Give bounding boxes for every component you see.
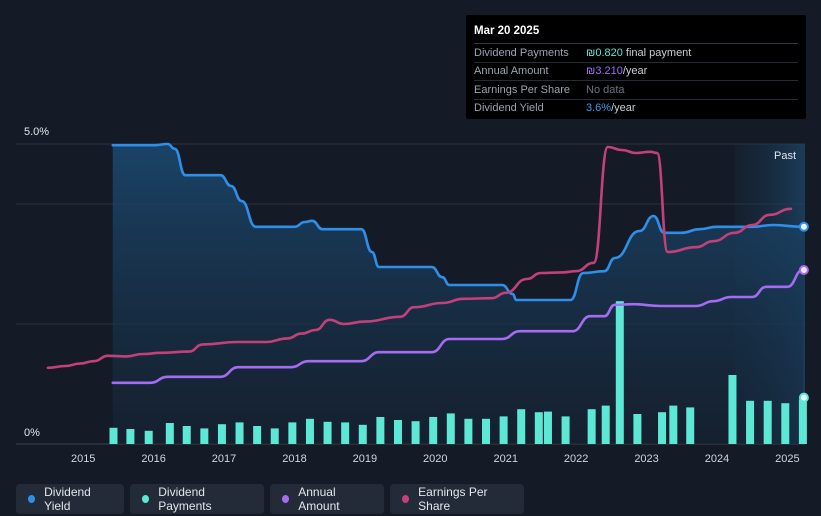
dividend-payment-bar [561,416,570,444]
dividend-payment-bar [763,400,772,444]
legend: Dividend Yield Dividend Payments Annual … [16,484,524,514]
legend-dot-icon [28,495,36,503]
dividend-yield-area [112,144,803,444]
tooltip-value: ₪3.210/year [586,65,647,77]
dividend-payment-bar [534,412,543,444]
legend-item-dividend-yield[interactable]: Dividend Yield [16,484,124,514]
dividend-yield-marker [798,221,809,232]
tooltip-label: Annual Amount [474,65,549,78]
dividend-payment-bar [109,427,118,444]
x-tick-label: 2019 [353,453,377,465]
dividend-payment-bar [341,422,350,444]
legend-dot-icon [402,495,410,503]
dividend-payment-bar [126,429,135,444]
x-tick-label: 2021 [493,453,517,465]
dividend-payment-bar [144,430,153,444]
dividend-payment-bar [746,400,755,444]
y-tick-bottom: 0% [24,427,40,439]
tooltip-suffix: /year [611,102,636,115]
dividend-payment-bar [728,375,737,444]
dividend-payment-bar [658,412,667,444]
x-tick-label: 2020 [423,453,447,465]
dividend-payment-bar [253,426,262,444]
tooltip-label: Earnings Per Share [474,83,570,96]
dividend-payment-bar [781,403,790,444]
dividend-payment-bar [288,422,297,444]
tooltip-value: ₪0.820 final payment [586,47,691,59]
dividend-payment-bar [633,414,642,444]
dividend-payment-bar [587,409,596,444]
dividend-payment-bar [323,421,332,444]
dividend-payment-bar [482,418,491,444]
legend-label: Dividend Payments [158,485,212,513]
tooltip-panel: Mar 20 2025 Dividend Payments ₪0.820 fin… [466,15,806,119]
dividend-payment-bar [358,424,367,444]
dividend-payment-marker [798,392,809,403]
legend-item-annual-amount[interactable]: Annual Amount [270,484,384,514]
legend-dot-icon [142,495,150,503]
dividend-payment-bar [686,407,695,444]
tooltip-suffix: /year [622,65,648,78]
dividend-payment-bar [165,423,174,444]
dividend-payment-bar [517,409,526,444]
dividend-payment-bar [393,420,402,444]
tooltip-label: Dividend Payments [474,46,569,59]
dividend-payment-bar [217,424,226,444]
annual-amount-marker [798,265,809,275]
dividend-payment-bar [411,421,420,444]
dividend-yield-line [111,142,805,302]
y-tick-top: 5.0% [24,126,50,138]
dividend-payment-bar [798,399,807,444]
past-label: Past [774,150,797,162]
dividend-payment-bar [182,426,191,444]
x-tick-label: 2023 [634,453,658,465]
x-tick-label: 2018 [282,453,306,465]
dividend-payment-bar [464,418,473,444]
legend-label: Earnings Per Share [418,485,488,513]
tooltip-row-annual-amount: Annual Amount ₪3.210/year [474,63,798,81]
dividend-payment-bar [446,413,455,444]
x-tick-label: 2016 [141,453,165,465]
tooltip-number: No data [586,83,625,96]
x-tick-label: 2015 [71,453,95,465]
tooltip-value: No data [586,84,625,96]
dividend-payment-bar [200,428,209,444]
dividend-payment-bar [305,418,314,444]
x-tick-label: 2017 [212,453,236,465]
legend-label: Dividend Yield [44,485,91,513]
dividend-payment-bar [615,301,624,444]
tooltip-row-dividend-yield: Dividend Yield 3.6%/year [474,100,798,118]
dividend-payment-bar [601,405,610,444]
annual-amount-line [111,268,805,385]
legend-item-dividend-payments[interactable]: Dividend Payments [130,484,264,514]
earnings-per-share-line [46,145,793,370]
tooltip-row-dividend-payments: Dividend Payments ₪0.820 final payment [474,44,798,63]
dividend-payment-bar [429,417,438,444]
legend-item-earnings-per-share[interactable]: Earnings Per Share [390,484,524,514]
tooltip-label: Dividend Yield [474,102,544,115]
legend-label: Annual Amount [298,485,340,513]
tooltip-number: 3.6% [586,102,612,115]
x-tick-label: 2022 [564,453,588,465]
tooltip-row-earnings-per-share: Earnings Per Share No data [474,81,798,100]
legend-dot-icon [282,495,290,503]
x-tick-label: 2025 [775,453,799,465]
tooltip-date: Mar 20 2025 [474,23,798,44]
tooltip-value: 3.6%/year [586,102,636,114]
dividend-payment-bar [499,416,508,444]
x-tick-label: 2024 [705,453,729,465]
dividend-payment-bar [235,422,244,444]
dividend-payment-bar [270,428,279,444]
dividend-payment-bar [376,417,385,444]
tooltip-suffix: final payment [622,46,692,59]
tooltip-number: ₪0.820 [586,46,623,59]
dividend-payment-bar [543,411,552,444]
dividend-payment-bar [669,405,678,444]
tooltip-number: ₪3.210 [586,65,623,78]
